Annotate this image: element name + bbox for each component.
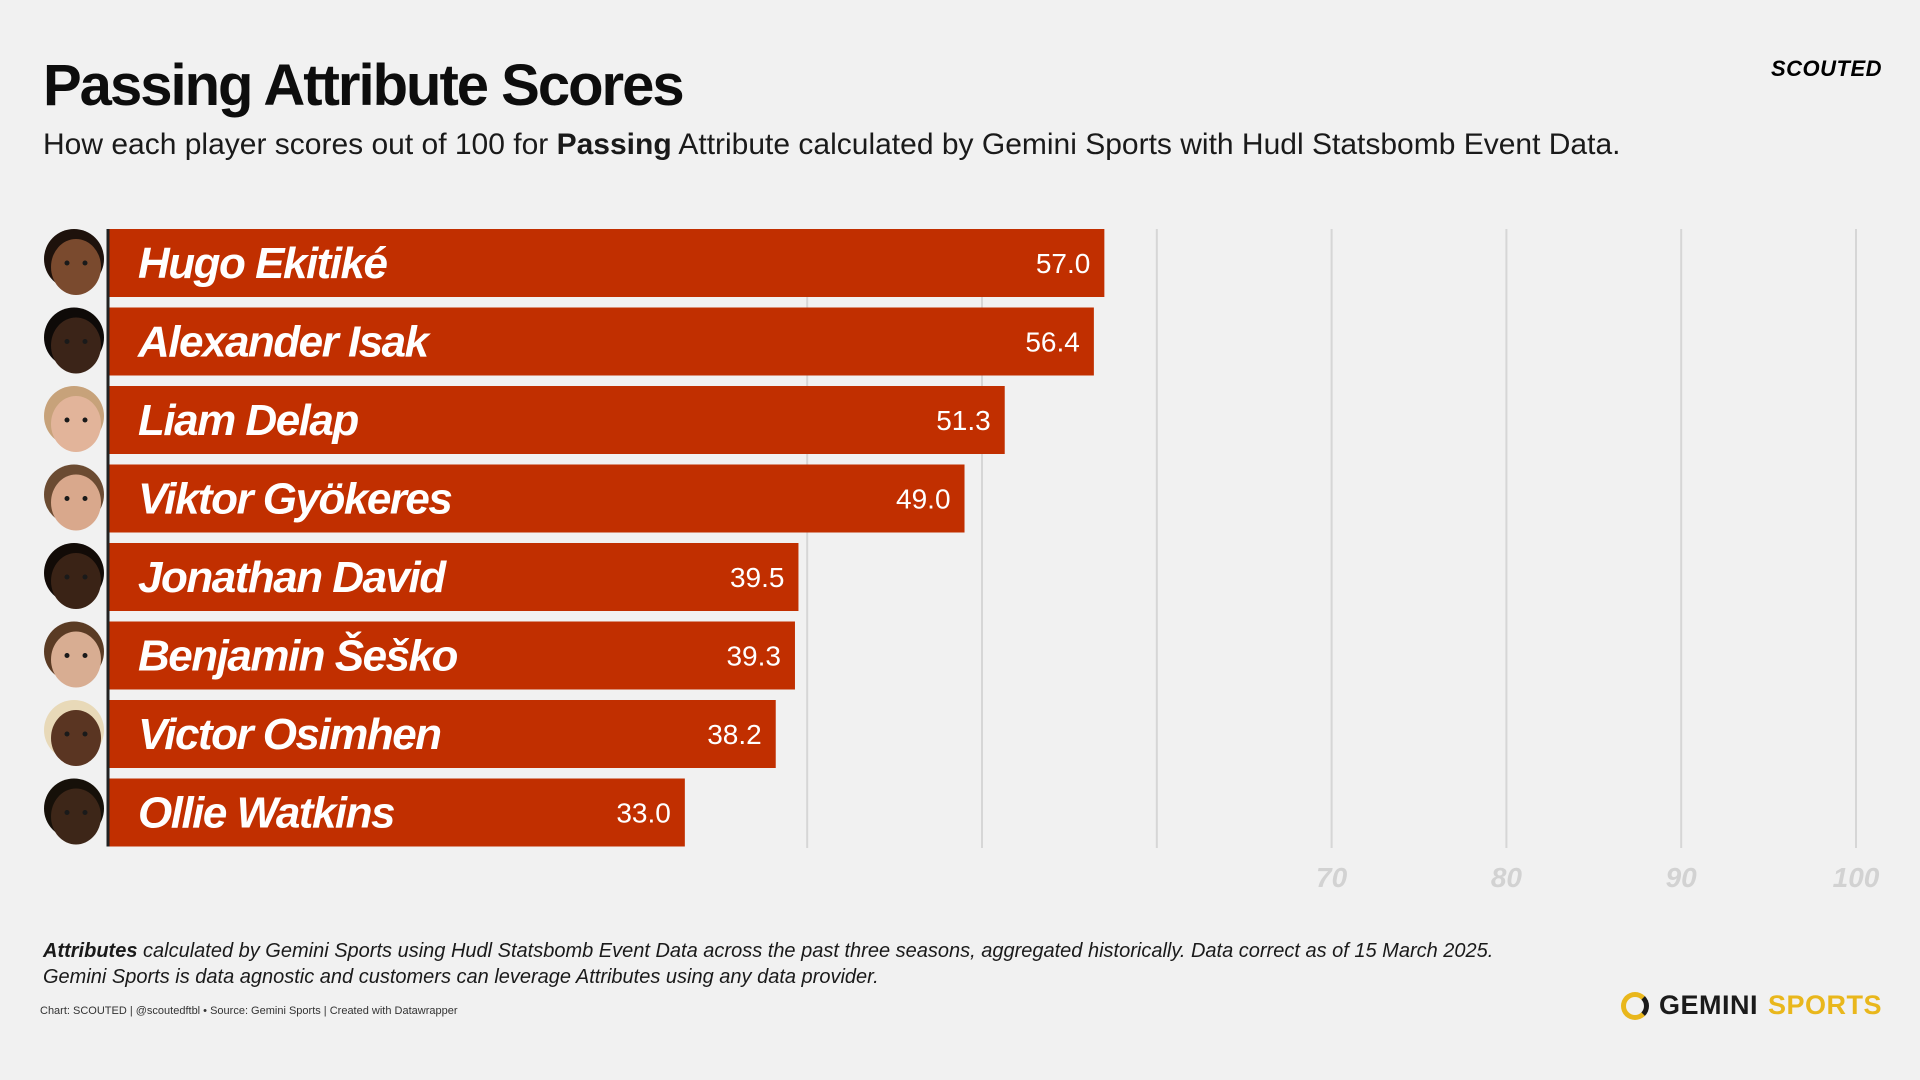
avatar-eye: [82, 574, 88, 580]
avatar-face: [51, 710, 101, 766]
category-label: Liam Delap: [138, 396, 358, 445]
avatar-eye: [82, 810, 88, 815]
footnote: Attributes calculated by Gemini Sports u…: [43, 938, 1643, 990]
chart-x-tick-labels: 70 80 90 100: [1316, 862, 1880, 893]
gemini-logo-icon: [1620, 991, 1649, 1020]
page-title: Passing Attribute Scores: [43, 53, 685, 118]
x-tick-label: 100: [1833, 862, 1880, 893]
category-label: Hugo Ekitiké: [138, 239, 388, 288]
bar: [108, 229, 1105, 297]
bar: [108, 307, 1094, 376]
bar: [108, 700, 776, 768]
avatar-eye: [82, 731, 88, 737]
bar: [108, 778, 685, 847]
avatar-eye: [82, 496, 88, 501]
category-label: Victor Osimhen: [138, 710, 441, 759]
subtitle-text-start: How each player scores out of 100 for: [43, 128, 557, 161]
category-label: Viktor Gyökeres: [138, 475, 451, 524]
avatar-eye: [64, 574, 70, 580]
avatar-eye: [64, 260, 70, 266]
player-avatar: [44, 621, 104, 688]
bar: [108, 386, 1005, 454]
x-tick-label: 80: [1491, 862, 1523, 893]
avatar-face: [51, 474, 101, 531]
value-label: 39.5: [730, 562, 785, 593]
footnote-line-1: Attributes calculated by Gemini Sports u…: [43, 938, 1643, 964]
bar: [108, 543, 799, 611]
player-avatar: [44, 307, 104, 374]
subtitle-highlight: Passing: [556, 128, 672, 161]
avatar-eye: [64, 810, 70, 815]
avatar-eye: [82, 653, 88, 658]
player-avatar: [44, 543, 104, 609]
value-label: 57.0: [1036, 248, 1091, 279]
category-label: Alexander Isak: [137, 318, 432, 367]
avatar-eye: [82, 339, 88, 344]
category-label: Jonathan David: [138, 553, 447, 602]
chart-subtitle: How each player scores out of 100 for Pa…: [43, 128, 1620, 162]
chart-bars: [108, 229, 1105, 847]
player-avatars: [44, 229, 104, 845]
avatar-eye: [64, 496, 70, 501]
value-label: 49.0: [896, 484, 951, 515]
avatar-face: [51, 317, 101, 374]
avatar-eye: [64, 417, 70, 423]
value-label: 39.3: [726, 641, 781, 672]
bar: [108, 464, 965, 533]
player-avatar: [44, 386, 104, 452]
avatar-eye: [82, 260, 88, 266]
bar-chart: Hugo Ekitiké Alexander Isak Liam Delap Vikt…: [44, 229, 1880, 893]
player-avatar: [44, 700, 104, 766]
bar: [108, 621, 795, 690]
footnote-bold: Attributes: [43, 940, 138, 962]
player-avatar: [44, 229, 104, 295]
avatar-face: [51, 239, 101, 295]
avatar-eye: [64, 731, 70, 737]
avatar-eye: [64, 339, 70, 344]
value-label: 56.4: [1025, 327, 1080, 358]
value-label: 38.2: [707, 719, 762, 750]
chart-value-labels: 57.0 56.4 51.3 49.0 39.5 39.3 38.2 33.0: [616, 248, 1090, 829]
footnote-line-2: Gemini Sports is data agnostic and custo…: [43, 966, 879, 988]
x-tick-label: 90: [1666, 862, 1698, 893]
avatar-eye: [64, 653, 70, 658]
logo-word-sports: SPORTS: [1767, 990, 1882, 1020]
avatar-face: [51, 631, 101, 688]
gemini-sports-logo: GEMINI SPORTS: [1620, 990, 1882, 1021]
scouted-brand: SCOUTED: [1770, 56, 1882, 81]
chart-category-labels: Hugo Ekitiké Alexander Isak Liam Delap Vikt…: [137, 239, 459, 838]
avatar-eye: [82, 417, 88, 423]
value-label: 33.0: [616, 798, 671, 829]
logo-word-gemini: GEMINI: [1658, 990, 1758, 1020]
subtitle-text-end: Attribute calculated by Gemini Sports wi…: [671, 128, 1621, 161]
footnote-text-1: calculated by Gemini Sports using Hudl S…: [137, 940, 1494, 962]
avatar-face: [51, 396, 101, 452]
avatar-face: [51, 788, 101, 845]
player-avatar: [44, 778, 104, 845]
value-label: 51.3: [936, 405, 991, 436]
chart-credit: Chart: SCOUTED | @scoutedftbl • Source: …: [40, 1005, 458, 1017]
category-label: Ollie Watkins: [138, 789, 394, 838]
category-label: Benjamin Šeško: [138, 630, 458, 681]
player-avatar: [44, 464, 104, 531]
avatar-face: [51, 553, 101, 609]
x-tick-label: 70: [1316, 862, 1348, 893]
